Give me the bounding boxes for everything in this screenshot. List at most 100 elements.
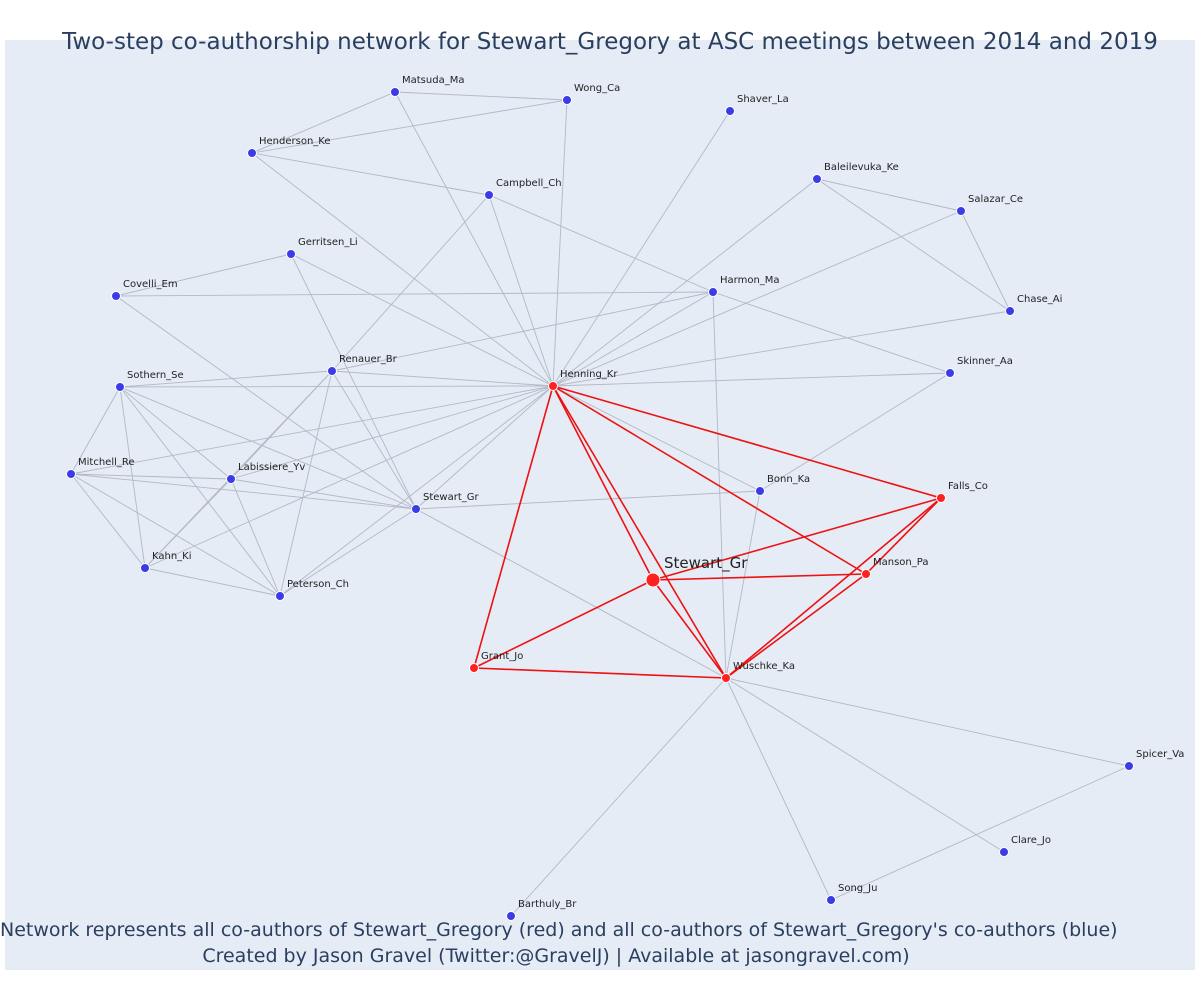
edge-henning-grant [473,385,554,669]
edge-stewart2-bonn [415,490,761,510]
node-marker-renauer[interactable] [327,366,337,376]
edge-matsuda-henning [394,91,554,387]
node-bonn[interactable]: Bonn_Ka [755,474,811,496]
node-layer: Stewart_Gr Henning_Kr Falls_Co Manson_Pa Wus… [66,75,1185,921]
node-marker-labissiere[interactable] [226,474,236,484]
node-label-matsuda: Matsuda_Ma [402,75,464,86]
edge-stewart2-wuschke [415,508,727,679]
node-label-stewart2: Stewart_Gr [423,492,480,503]
node-label-sothern: Sothern_Se [127,370,184,381]
node-skinner[interactable]: Skinner_Aa [945,356,1013,378]
node-marker-barthuly[interactable] [506,911,516,921]
edge-falls-wuschke [725,497,942,679]
node-marker-clare[interactable] [999,847,1009,857]
node-marker-song[interactable] [826,895,836,905]
edge-sothern-henning [119,385,554,388]
node-barthuly[interactable]: Barthuly_Br [506,899,578,921]
node-clare[interactable]: Clare_Jo [999,835,1052,857]
edge-mitchell-henning [70,385,554,475]
edge-gerritsen-covelli [115,253,292,297]
node-marker-chase[interactable] [1005,306,1015,316]
node-renauer[interactable]: Renauer_Br [327,354,398,376]
node-peterson[interactable]: Peterson_Ch [275,579,350,601]
node-marker-wong[interactable] [562,95,572,105]
node-marker-wuschke[interactable] [721,673,731,683]
edge-sothern-stewart2 [119,386,417,510]
node-sothern[interactable]: Sothern_Se [115,370,184,392]
node-marker-covelli[interactable] [111,291,121,301]
edge-wong-henning [552,99,568,387]
node-marker-campbell[interactable] [484,190,494,200]
chart-title: Two-step co-authorship network for Stewa… [62,29,1158,55]
node-marker-kahn[interactable] [140,563,150,573]
node-marker-grant[interactable] [469,663,479,673]
edge-campbell-henning [488,194,554,387]
node-falls[interactable]: Falls_Co [936,481,988,503]
node-matsuda[interactable]: Matsuda_Ma [390,75,465,97]
edge-henderson-campbell [251,152,490,196]
edge-henning-manson [552,385,867,575]
node-stewart2[interactable]: Stewart_Gr [411,492,480,514]
edge-renauer-peterson [279,370,333,597]
edge-henning-wuschke [552,385,727,679]
footer-line-2: Created by Jason Gravel (Twitter:@Gravel… [202,945,910,967]
edge-sothern-labissiere [119,386,232,480]
footer-line-1: Network represents all co-authors of Ste… [0,919,1118,941]
node-song[interactable]: Song_Ju [826,883,878,905]
edge-harmon-henning [552,291,714,387]
node-shaver[interactable]: Shaver_La [725,94,789,116]
node-marker-skinner[interactable] [945,368,955,378]
edge-labissiere-peterson [230,478,281,597]
edge-labissiere-henning [230,385,554,480]
node-label-mitchell: Mitchell_Re [78,457,135,468]
node-label-grant: Grant_Jo [481,651,523,662]
edge-mitchell-peterson [70,473,281,597]
node-wong[interactable]: Wong_Ca [562,83,621,105]
edge-mitchell-stewart2 [70,473,417,510]
node-marker-stewart2[interactable] [411,504,421,514]
node-marker-mitchell[interactable] [66,469,76,479]
node-marker-peterson[interactable] [275,591,285,601]
node-marker-ego[interactable] [645,572,661,588]
node-henning[interactable]: Henning_Kr [548,369,619,391]
node-wuschke[interactable]: Wuschke_Ka [721,661,796,683]
node-marker-baleilevuka[interactable] [812,174,822,184]
edge-wuschke-barthuly [510,677,727,917]
node-marker-manson[interactable] [861,569,871,579]
node-label-renauer: Renauer_Br [339,354,398,365]
node-spicer[interactable]: Spicer_Va [1124,749,1185,771]
node-mitchell[interactable]: Mitchell_Re [66,457,135,479]
node-marker-spicer[interactable] [1124,761,1134,771]
edge-baleilevuka-salazar [816,178,962,212]
node-marker-falls[interactable] [936,493,946,503]
node-gerritsen[interactable]: Gerritsen_Li [286,237,358,259]
edge-wuschke-spicer [725,677,1130,767]
edge-renauer-henning [331,370,554,387]
node-marker-bonn[interactable] [755,486,765,496]
node-marker-harmon[interactable] [708,287,718,297]
node-ego[interactable]: Stewart_Gr [645,554,748,588]
node-labissiere[interactable]: Labissiere_Yv [226,462,306,484]
node-marker-henning[interactable] [548,381,558,391]
node-label-song: Song_Ju [838,883,877,894]
node-label-campbell: Campbell_Ch [496,178,562,189]
node-marker-matsuda[interactable] [390,87,400,97]
node-salazar[interactable]: Salazar_Ce [956,194,1024,216]
node-covelli[interactable]: Covelli_Em [111,279,178,301]
node-henderson[interactable]: Henderson_Ke [247,136,331,158]
node-campbell[interactable]: Campbell_Ch [484,178,562,200]
node-manson[interactable]: Manson_Pa [861,557,929,579]
node-marker-shaver[interactable] [725,106,735,116]
node-marker-henderson[interactable] [247,148,257,158]
node-marker-gerritsen[interactable] [286,249,296,259]
node-baleilevuka[interactable]: Baleilevuka_Ke [812,162,899,184]
edge-gerritsen-stewart2 [290,253,417,510]
edge-wuschke-song [725,677,832,901]
node-marker-sothern[interactable] [115,382,125,392]
node-chase[interactable]: Chase_Ai [1005,294,1063,316]
node-marker-salazar[interactable] [956,206,966,216]
node-harmon[interactable]: Harmon_Ma [708,275,780,297]
node-kahn[interactable]: Kahn_Ki [140,551,192,573]
node-grant[interactable]: Grant_Jo [469,651,524,673]
